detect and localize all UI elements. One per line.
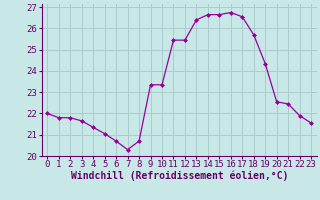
X-axis label: Windchill (Refroidissement éolien,°C): Windchill (Refroidissement éolien,°C) (70, 171, 288, 181)
